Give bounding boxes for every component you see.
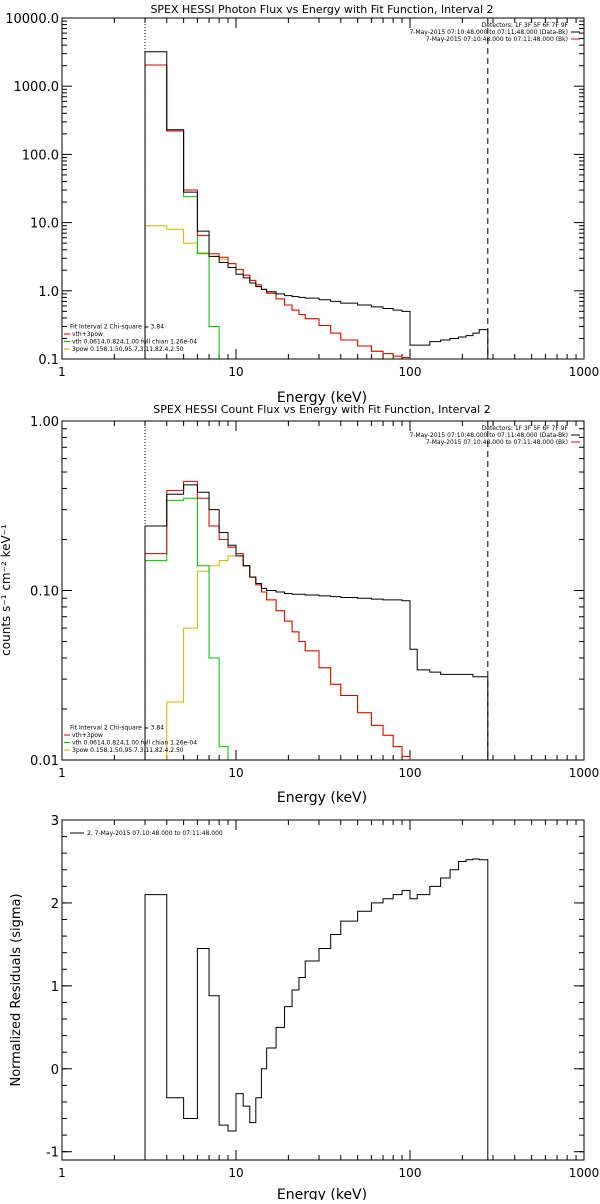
y-tick-label: 10.0	[30, 217, 59, 232]
y-tick-label: 0	[51, 1063, 59, 1078]
fit-legend-line: vth 0.0614,0.824,1.00 full chian 1.26e-0…	[72, 740, 197, 747]
y-tick-label: 1000.0	[14, 80, 60, 95]
header-line: 7-May-2015 07:10:48.000 to 07:11:48.000 …	[409, 29, 568, 36]
y-tick-label: 0.10	[30, 585, 59, 600]
plot-frame	[61, 819, 585, 1161]
y-axis-label: Normalized Residuals (sigma)	[9, 893, 24, 1086]
panel-title: SPEX HESSI Photon Flux vs Energy with Fi…	[150, 3, 493, 16]
series-line-residuals	[144, 858, 489, 1160]
series-group	[144, 51, 489, 359]
header-line: 7-May-2015 07:10:48.000 to 07:11:48.000 …	[426, 439, 568, 446]
residuals-panel: Energy (keV) Normalized Residuals (sigma…	[9, 814, 600, 1203]
plot-area: 1 10 100 1000 0.1 1.0 10.0 100.0 1000.0 10000.0 De…	[5, 12, 600, 379]
y-tick-label: -1	[46, 1146, 59, 1161]
plot-area: 1 10 100 1000 0.01 0.10 1.00 Detectors: 1F 3F 5…	[30, 415, 600, 780]
y-tick-label: 0.01	[30, 754, 59, 769]
x-tick-label: 1	[58, 766, 66, 780]
y-tick-label: 10000.0	[5, 12, 59, 27]
fit-legend-line: vth+3pow	[72, 732, 103, 739]
y-axis-label: counts s⁻¹ cm⁻² keV⁻¹	[0, 524, 13, 656]
series-line-vth-3pow	[144, 64, 411, 359]
x-axis-label: Energy (keV)	[277, 390, 367, 406]
x-tick-label: 10	[228, 766, 243, 780]
y-tick-label: 100.0	[22, 148, 59, 163]
y-tick-label: 2	[51, 897, 59, 912]
count-flux-panel: SPEX HESSI Count Flux vs Energy with Fit…	[0, 403, 599, 806]
header-line: 7-May-2015 07:10:48.000 to 07:11:48.000 …	[409, 432, 568, 439]
panel-title: SPEX HESSI Count Flux vs Energy with Fit…	[153, 403, 490, 416]
header-line: Detectors: 1F 3F 5F 6F 7F 9F	[482, 425, 569, 432]
x-tick-label: 1	[58, 365, 66, 379]
x-tick-label: 100	[399, 766, 422, 780]
series-line-vth-3pow	[144, 480, 411, 760]
series-line-data-bk	[144, 51, 489, 359]
residual-legend-label: 2. 7-May-2015 07:10:48.000 to 07:11:48.0…	[87, 830, 223, 837]
series-line-3pow	[144, 553, 411, 760]
fit-legend-line: 3pow 0.158,1.50,95.7,3.11,82.4,2.50	[72, 747, 184, 754]
series-line-3pow	[144, 225, 411, 359]
fit-legend-line: vth 0.0614,0.824,1.00 full chian 1.26e-0…	[72, 339, 197, 346]
y-tick-label: 1	[51, 980, 59, 995]
y-tick-label: 3	[51, 814, 59, 829]
y-tick-label: 0.1	[38, 353, 59, 368]
series-line-data-bk	[144, 484, 489, 760]
x-tick-label: 1	[58, 1166, 66, 1180]
fit-legend-line: Fit Interval 2 Chi-square = 3.84	[70, 324, 164, 331]
fit-legend-line: Fit Interval 2 Chi-square = 3.84	[70, 725, 164, 732]
x-tick-label: 10	[228, 365, 243, 379]
fit-legend-line: vth+3pow	[72, 331, 103, 338]
series-group	[144, 858, 489, 1160]
x-tick-label: 1000	[569, 365, 600, 379]
plot-frame	[61, 420, 585, 761]
x-axis-label: Energy (keV)	[277, 790, 367, 806]
x-tick-label: 1000	[569, 1166, 600, 1180]
header-line: Detectors: 1F 3F 5F 6F 7F 9F	[482, 22, 569, 29]
x-tick-label: 100	[399, 1166, 422, 1180]
x-tick-label: 1000	[569, 766, 600, 780]
series-line-vth	[144, 497, 229, 760]
x-axis-label: Energy (keV)	[277, 1187, 367, 1200]
y-tick-label: 1.00	[30, 415, 59, 430]
plot-frame	[61, 17, 585, 360]
photon-flux-panel: SPEX HESSI Photon Flux vs Energy with Fi…	[5, 3, 599, 406]
series-group	[144, 480, 489, 760]
x-tick-label: 100	[399, 365, 422, 379]
header-line: 7-May-2015 07:10:48.000 to 07:11:48.000 …	[426, 36, 568, 43]
plot-area: 1 10 100 1000 -1 0 1 2 3 2. 7-May-2015 07:10:48.0…	[46, 814, 600, 1180]
fit-legend-line: 3pow 0.158,1.50,95.7,3.11,82.4,2.50	[72, 346, 184, 353]
y-tick-label: 1.0	[38, 285, 59, 300]
x-tick-label: 10	[228, 1166, 243, 1180]
